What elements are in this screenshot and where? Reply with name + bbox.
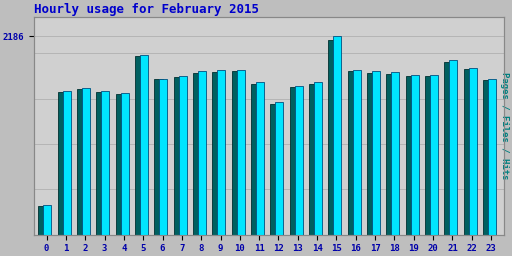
- Bar: [140, 55, 148, 234]
- Bar: [425, 76, 433, 234]
- Bar: [116, 94, 124, 234]
- Bar: [353, 70, 360, 234]
- Bar: [96, 92, 104, 234]
- Bar: [62, 91, 71, 234]
- Bar: [82, 88, 90, 234]
- Bar: [314, 82, 322, 234]
- Bar: [237, 70, 245, 234]
- Bar: [155, 80, 162, 234]
- Text: Hourly usage for February 2015: Hourly usage for February 2015: [34, 3, 259, 16]
- Bar: [290, 87, 298, 234]
- Bar: [333, 36, 342, 234]
- Bar: [256, 82, 264, 234]
- Bar: [367, 73, 375, 234]
- Bar: [198, 71, 206, 234]
- Bar: [232, 71, 240, 234]
- Bar: [44, 206, 51, 234]
- Bar: [101, 91, 110, 234]
- Bar: [217, 70, 225, 234]
- Bar: [444, 62, 453, 234]
- Bar: [464, 69, 472, 234]
- Bar: [193, 73, 201, 234]
- Bar: [488, 79, 496, 234]
- Bar: [391, 72, 399, 234]
- Bar: [406, 76, 414, 234]
- Bar: [174, 77, 182, 234]
- Bar: [58, 92, 66, 234]
- Bar: [179, 76, 187, 234]
- Bar: [328, 40, 336, 234]
- Bar: [294, 86, 303, 234]
- Bar: [270, 103, 279, 234]
- Bar: [449, 60, 457, 234]
- Bar: [468, 68, 477, 234]
- Bar: [159, 79, 167, 234]
- Bar: [348, 71, 356, 234]
- Bar: [77, 89, 85, 234]
- Bar: [372, 71, 380, 234]
- Bar: [309, 83, 317, 234]
- Bar: [121, 93, 129, 234]
- Bar: [430, 75, 438, 234]
- Bar: [135, 56, 143, 234]
- Bar: [411, 75, 419, 234]
- Bar: [251, 83, 259, 234]
- Bar: [212, 72, 221, 234]
- Bar: [275, 102, 283, 234]
- Bar: [483, 80, 491, 234]
- Bar: [387, 73, 394, 234]
- Y-axis label: Pages / Files / Hits: Pages / Files / Hits: [500, 72, 509, 179]
- Bar: [38, 206, 47, 234]
